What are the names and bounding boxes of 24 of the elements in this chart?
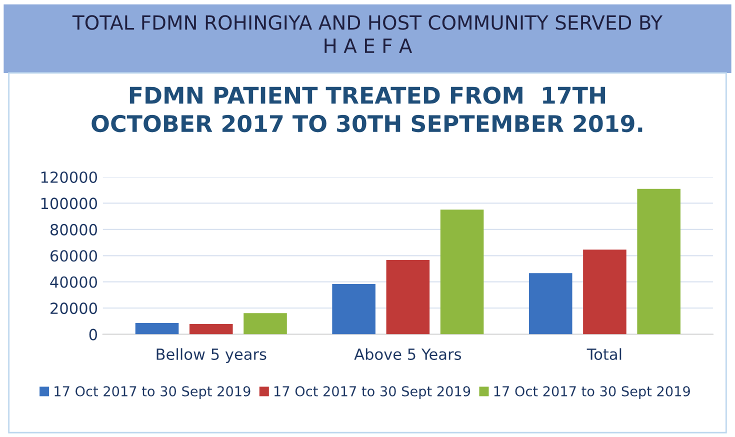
x-tick-label: Bellow 5 years <box>156 348 266 363</box>
y-tick-label: 60000 <box>50 250 98 262</box>
bar <box>189 324 233 334</box>
y-tick-label: 0 <box>89 328 98 340</box>
chart-subtitle: FDMN PATIENT TREATED FROM 17TH OCTOBER 2017 TO 30TH SEPTEMBER 2019. <box>92 86 642 132</box>
legend-label: 17 Oct 2017 to 30 Sept 2019 <box>54 386 250 400</box>
y-tick-label: 20000 <box>50 302 98 314</box>
legend-label: 17 Oct 2017 to 30 Sept 2019 <box>494 386 690 400</box>
x-tick-label: Above 5 Years <box>354 348 462 360</box>
bar <box>244 313 287 334</box>
bar <box>583 250 626 334</box>
bar <box>332 284 376 334</box>
bar <box>440 210 484 334</box>
y-tick-label: 120000 <box>41 171 98 184</box>
chart-title: TOTAL FDMN ROHINGIYA AND HOST COMMUNITY SERVED BY H A E F A <box>72 15 663 53</box>
bar <box>528 273 572 334</box>
y-tick-label: 40000 <box>50 276 98 288</box>
y-tick-label: 100000 <box>41 198 98 210</box>
bar <box>386 260 430 334</box>
bar <box>637 188 680 334</box>
legend-label: 17 Oct 2017 to 30 Sept 2019 <box>274 386 470 400</box>
bar <box>135 323 179 334</box>
x-tick-label: Total <box>586 348 622 360</box>
y-tick-label: 80000 <box>50 224 98 236</box>
